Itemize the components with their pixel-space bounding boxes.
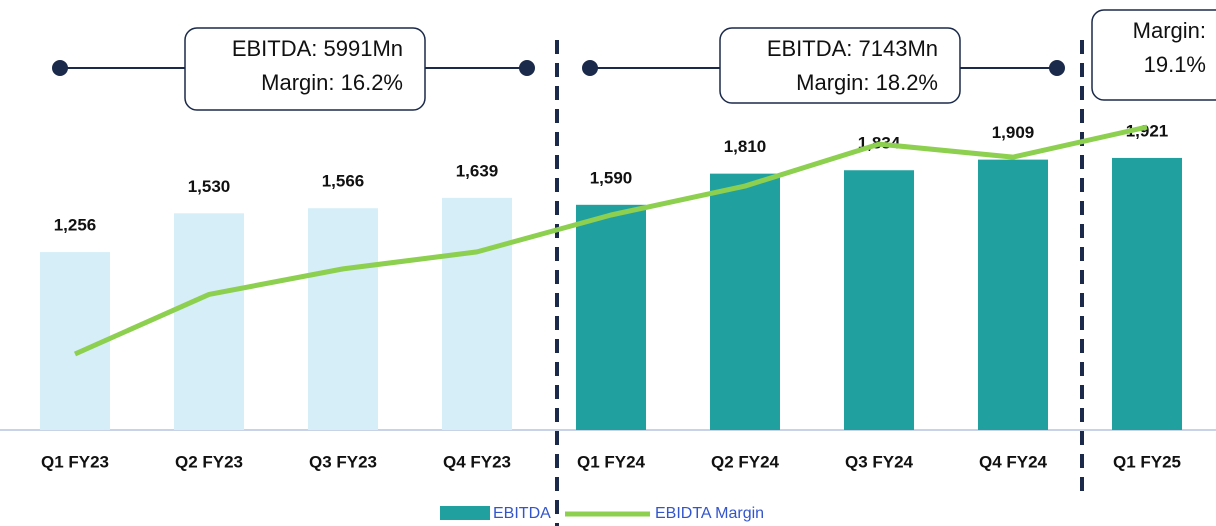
bar (576, 204, 646, 430)
x-tick-label: Q2 FY24 (711, 452, 780, 471)
value-label: 1,909 (992, 123, 1035, 142)
annotation-text: Margin: 18.2% (796, 70, 938, 95)
x-tick-label: Q1 FY25 (1113, 452, 1181, 471)
bar (710, 173, 780, 430)
x-tick-label: Q3 FY24 (845, 452, 914, 471)
annotation-box (719, 27, 961, 104)
bar (1112, 157, 1182, 430)
annotation-box (184, 27, 426, 111)
x-tick-label: Q2 FY23 (175, 452, 243, 471)
value-label: 1,566 (322, 172, 365, 191)
line (73, 124, 1148, 357)
value-label: 1,530 (188, 177, 231, 196)
value-label: 1,256 (54, 216, 97, 235)
annotation-text: EBITDA: 7143Mn (767, 36, 938, 61)
legend-label: EBIDTA Margin (655, 505, 764, 522)
x-tick-label: Q4 FY24 (979, 452, 1048, 471)
bar (174, 213, 244, 430)
value-label: 1,590 (590, 168, 633, 187)
bar (442, 197, 512, 430)
legend-swatch (440, 506, 490, 520)
bar (308, 208, 378, 430)
value-label: 1,639 (456, 161, 499, 180)
x-tick-label: Q3 FY23 (309, 452, 377, 471)
annotation-text: Margin: (1133, 18, 1206, 43)
x-tick-label: Q1 FY23 (41, 452, 109, 471)
value-label: 1,921 (1126, 121, 1169, 140)
annotation-box (1091, 9, 1216, 101)
annotation-text: EBITDA: 5991Mn (232, 36, 403, 61)
x-tick-label: Q1 FY24 (577, 452, 646, 471)
bar (844, 170, 914, 430)
bar (978, 159, 1048, 430)
annotation-text: 19.1% (1144, 52, 1206, 77)
annotation-text: Margin: 16.2% (261, 70, 403, 95)
x-tick-label: Q4 FY23 (443, 452, 511, 471)
legend-label: EBITDA (493, 505, 551, 522)
value-label: 1,810 (724, 137, 767, 156)
connectors (52, 60, 1065, 76)
